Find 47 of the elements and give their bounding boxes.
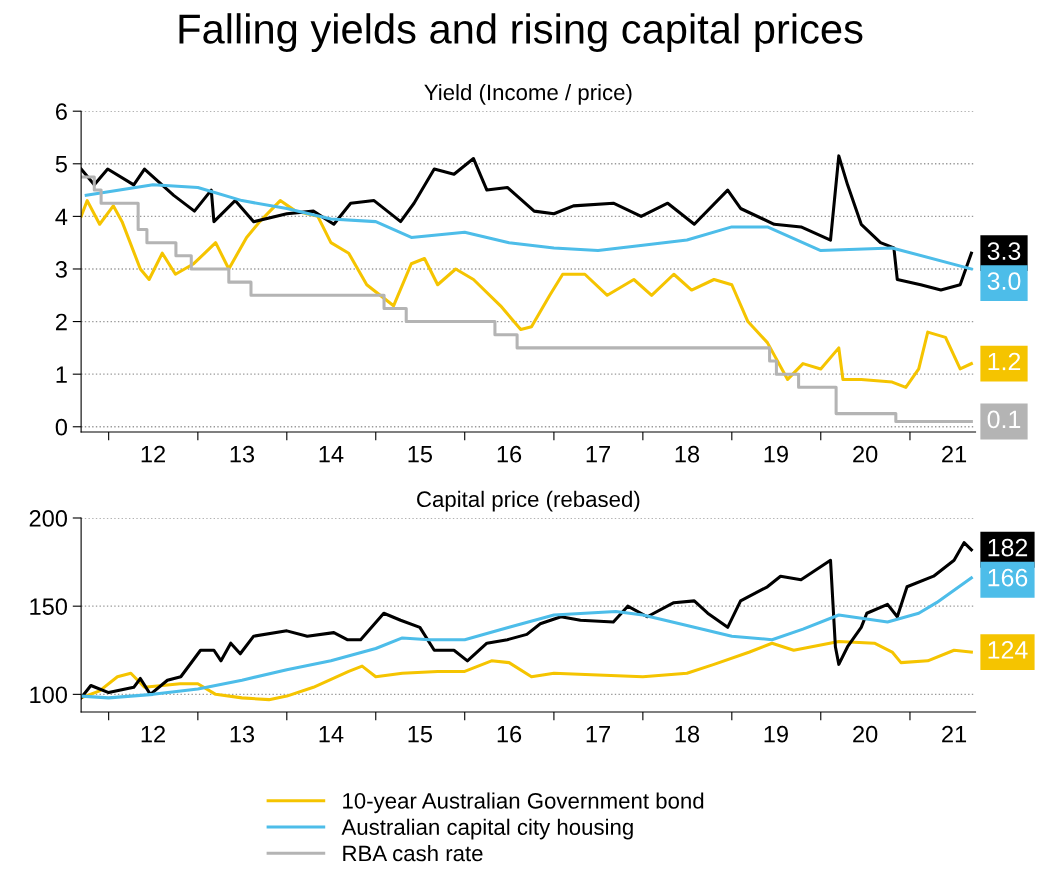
x-tick-label: 13 [230, 725, 255, 743]
chart-title: Falling yields and rising capital prices [179, 13, 863, 53]
data-label: 0.1 [987, 410, 1021, 429]
y-tick-label: 150 [30, 598, 68, 615]
legend-label: RBA cash rate [343, 844, 483, 862]
line-series [81, 576, 973, 700]
y-tick-label: 200 [29, 510, 68, 527]
y-tick-label: 1 [56, 366, 67, 383]
x-tick-label: 21 [942, 725, 967, 743]
data-label: 166 [988, 568, 1028, 587]
x-tick-label: 17 [586, 446, 610, 463]
data-label: 1.2 [988, 352, 1021, 371]
y-tick-label: 6 [55, 103, 67, 120]
x-tick-label: 18 [675, 445, 700, 463]
data-label: 3.0 [987, 272, 1021, 290]
x-tick-label: 12 [141, 445, 165, 463]
x-tick-label: 15 [408, 446, 433, 463]
line-series [84, 183, 973, 271]
y-tick-label: 4 [55, 208, 68, 225]
x-tick-label: 20 [853, 725, 878, 743]
x-tick-label: 14 [319, 446, 344, 463]
y-tick-label: 2 [55, 313, 67, 331]
x-tick-label: 20 [853, 445, 878, 463]
x-tick-label: 16 [497, 445, 522, 463]
data-label: 124 [988, 641, 1028, 659]
x-tick-label: 18 [675, 725, 700, 743]
x-tick-label: 17 [586, 726, 610, 743]
legend-label: Australian capital city housing [341, 818, 633, 840]
x-tick-label: 13 [230, 445, 255, 463]
y-tick-label: 5 [55, 156, 67, 173]
x-tick-label: 12 [141, 725, 165, 743]
x-tick-label: 21 [942, 445, 967, 463]
y-tick-label: 0 [55, 418, 67, 436]
data-label: 3.3 [987, 242, 1021, 260]
x-tick-label: 19 [764, 725, 788, 743]
x-tick-label: 16 [497, 725, 522, 743]
x-tick-label: 19 [764, 445, 788, 463]
legend-label: 10-year Australian Government bond [343, 792, 704, 814]
chart-subtitle: Yield (Income / price) [424, 83, 632, 105]
data-label: 182 [988, 538, 1028, 557]
x-tick-label: 14 [319, 726, 344, 743]
line-series [81, 199, 973, 389]
x-tick-label: 15 [408, 726, 433, 743]
y-tick-label: 3 [55, 261, 67, 278]
line-series [81, 639, 973, 702]
chart-title: Capital price (rebased) [417, 490, 640, 512]
y-tick-label: 100 [30, 686, 68, 704]
